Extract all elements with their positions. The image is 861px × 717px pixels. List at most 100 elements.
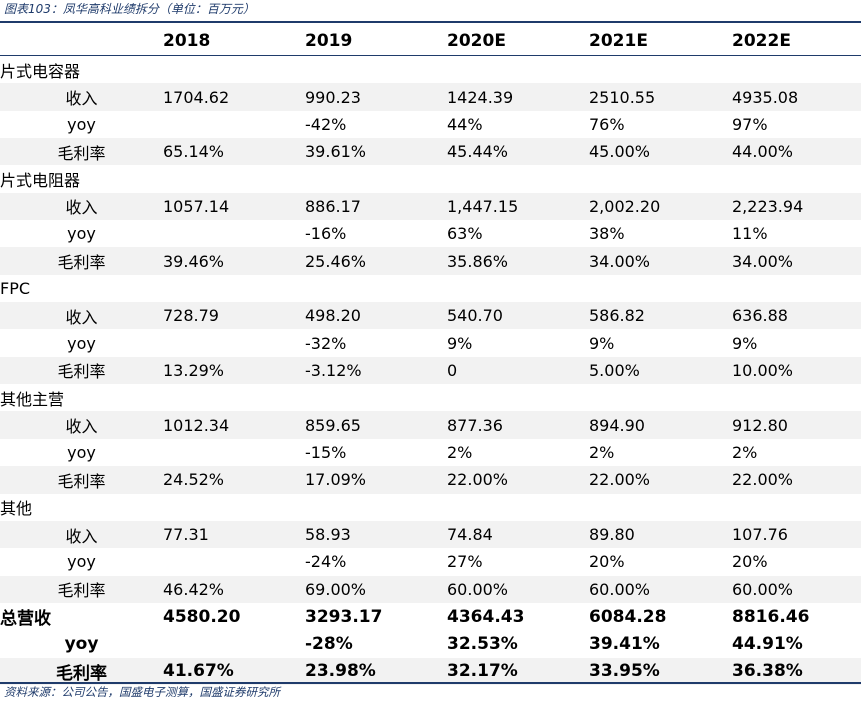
table-row: 收入 728.79 498.20 540.70 586.82 636.88 bbox=[0, 302, 861, 330]
row-metric-label: 毛利率 bbox=[0, 138, 163, 166]
table-cell: 22.00% bbox=[732, 466, 861, 494]
table-row: 毛利率 65.14% 39.61% 45.44% 45.00% 44.00% bbox=[0, 138, 861, 166]
table-cell: 60.00% bbox=[732, 575, 861, 603]
row-section-label: 其他 bbox=[0, 499, 33, 519]
table-cell: 45.00% bbox=[589, 138, 732, 166]
table-cell bbox=[732, 494, 861, 521]
table-row: yoy -15% 2% 2% 2% bbox=[0, 439, 861, 466]
title-rule bbox=[0, 21, 861, 23]
table-cell: 1,447.15 bbox=[447, 192, 589, 221]
table-cell: 2% bbox=[447, 442, 473, 462]
row-metric-label: 收入 bbox=[0, 520, 163, 549]
table-row: yoy -28% 32.53% 39.41% 44.91% bbox=[0, 630, 861, 657]
table-cell bbox=[163, 548, 305, 575]
table-cell: 38% bbox=[589, 224, 625, 244]
header-cell: 2018 bbox=[163, 24, 305, 56]
table-cell: -16% bbox=[305, 224, 347, 244]
table-cell: 886.17 bbox=[305, 192, 447, 221]
table-cell: 2% bbox=[732, 442, 758, 462]
table-cell: 41.67% bbox=[163, 657, 305, 685]
row-metric-label: yoy bbox=[64, 633, 99, 654]
table-cell bbox=[589, 494, 732, 521]
table-cell bbox=[305, 494, 447, 521]
table-cell: 3293.17 bbox=[305, 606, 383, 627]
table-row: FPC bbox=[0, 275, 861, 302]
table-cell bbox=[732, 384, 861, 411]
table-cell: 2,002.20 bbox=[589, 192, 732, 221]
table-cell: 2,223.94 bbox=[732, 192, 861, 221]
table-cell bbox=[163, 329, 305, 356]
row-section-label: 片式电阻器 bbox=[0, 171, 81, 191]
table-cell: 69.00% bbox=[305, 575, 447, 603]
table-cell: 540.70 bbox=[447, 302, 589, 330]
table-cell: 5.00% bbox=[589, 356, 732, 385]
table-cell: 912.80 bbox=[732, 411, 861, 439]
table-cell: 58.93 bbox=[305, 520, 447, 549]
table-cell bbox=[732, 165, 861, 192]
table-cell: -24% bbox=[305, 552, 347, 572]
table-row: 片式电容器 bbox=[0, 56, 861, 84]
table-cell: 60.00% bbox=[447, 575, 589, 603]
table-cell bbox=[305, 56, 447, 84]
table-cell bbox=[163, 439, 305, 466]
table-cell: 0 bbox=[447, 356, 589, 385]
table-cell: 9% bbox=[732, 333, 758, 353]
table-cell: 1012.34 bbox=[163, 411, 305, 439]
table-cell: 4580.20 bbox=[163, 606, 241, 627]
table-cell: 586.82 bbox=[589, 302, 732, 330]
table-cell: -28% bbox=[305, 633, 353, 654]
table-cell: 39.61% bbox=[305, 138, 447, 166]
table-cell: 859.65 bbox=[305, 411, 447, 439]
table-cell: 97% bbox=[732, 114, 768, 134]
row-section-label: FPC bbox=[0, 278, 31, 298]
table-cell bbox=[163, 165, 305, 192]
table-cell: 89.80 bbox=[589, 520, 732, 549]
table-cell: 6084.28 bbox=[589, 606, 667, 627]
table-row: yoy -32% 9% 9% 9% bbox=[0, 329, 861, 356]
table-cell bbox=[447, 165, 589, 192]
table-cell: -3.12% bbox=[305, 356, 447, 385]
table-cell: 76% bbox=[589, 114, 625, 134]
figure-title: 图表103：凤华高科业绩拆分（单位：百万元） bbox=[4, 2, 255, 16]
row-metric-label: yoy bbox=[67, 114, 96, 134]
table-row: 总营收 4580.20 3293.17 4364.43 6084.28 8816.46 bbox=[0, 603, 861, 630]
row-metric-label: 毛利率 bbox=[0, 356, 163, 385]
table-row: yoy -16% 63% 38% 11% bbox=[0, 220, 861, 247]
table-cell: 35.86% bbox=[447, 247, 589, 275]
table-cell: 894.90 bbox=[589, 411, 732, 439]
table-cell: -42% bbox=[305, 114, 347, 134]
table-row: 毛利率 13.29% -3.12% 0 5.00% 10.00% bbox=[0, 356, 861, 385]
table-cell bbox=[447, 56, 589, 84]
table-cell: 2% bbox=[589, 442, 615, 462]
row-metric-label: 毛利率 bbox=[0, 657, 163, 685]
row-metric-label: 收入 bbox=[0, 83, 163, 111]
bottom-rule bbox=[0, 682, 861, 684]
table-cell: 990.23 bbox=[305, 83, 447, 111]
row-metric-label: yoy bbox=[67, 552, 96, 572]
table-cell: 74.84 bbox=[447, 520, 589, 549]
table-cell: -32% bbox=[305, 333, 347, 353]
table-cell: 498.20 bbox=[305, 302, 447, 330]
row-section-label: 片式电容器 bbox=[0, 61, 81, 81]
table-cell bbox=[447, 494, 589, 521]
row-metric-label: 毛利率 bbox=[0, 575, 163, 603]
table-cell bbox=[732, 275, 861, 302]
table-cell: 65.14% bbox=[163, 138, 305, 166]
table-row: 毛利率 46.42% 69.00% 60.00% 60.00% 60.00% bbox=[0, 575, 861, 603]
table-cell: 1704.62 bbox=[163, 83, 305, 111]
header-cell: 2021E bbox=[589, 24, 732, 56]
table-cell bbox=[447, 384, 589, 411]
table-cell: 11% bbox=[732, 224, 768, 244]
table-cell bbox=[305, 384, 447, 411]
table-cell: 636.88 bbox=[732, 302, 861, 330]
financial-table: 2018 2019 2020E 2021E 2022E 片式电容器 收入 1704.… bbox=[0, 24, 861, 685]
table-cell bbox=[163, 56, 305, 84]
table-row: 收入 1057.14 886.17 1,447.15 2,002.20 2,223.94 bbox=[0, 192, 861, 221]
table-cell: 32.17% bbox=[447, 657, 589, 685]
table-cell: 1424.39 bbox=[447, 83, 589, 111]
table-row: 片式电阻器 bbox=[0, 165, 861, 192]
table-cell: 44.91% bbox=[732, 633, 803, 654]
table-cell: 1057.14 bbox=[163, 192, 305, 221]
table-cell: 10.00% bbox=[732, 356, 861, 385]
table-cell: 22.00% bbox=[589, 466, 732, 494]
